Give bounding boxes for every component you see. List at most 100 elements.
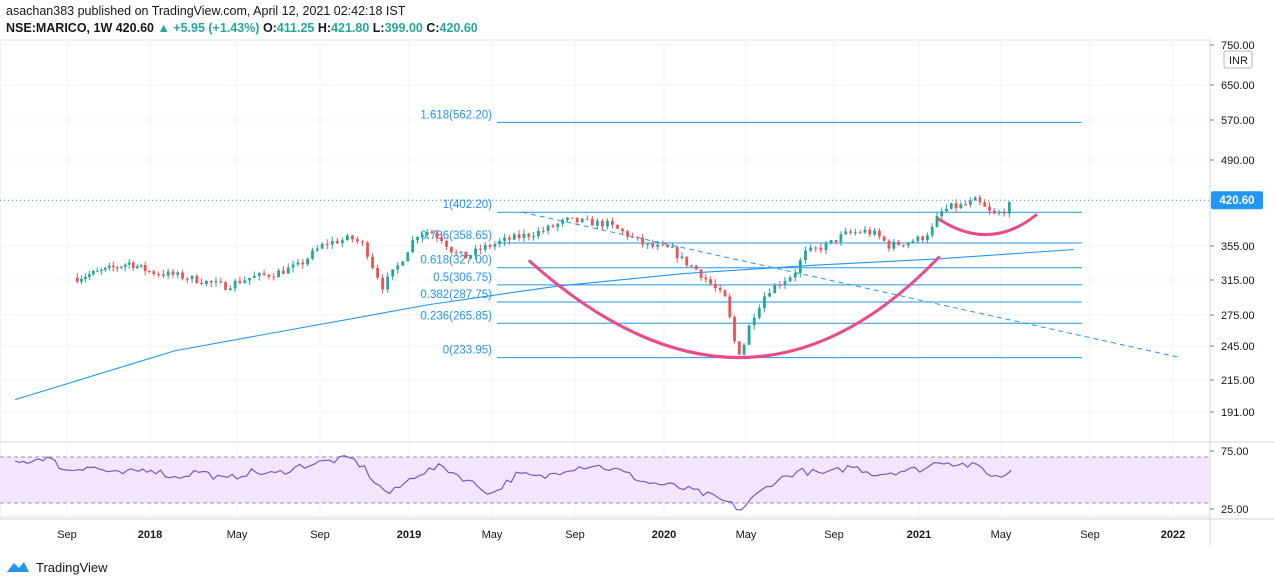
candle-body [454,252,458,254]
fib-level-label: 0.618(327.00) [420,255,492,267]
candle-body [600,220,604,227]
candle-body [718,287,722,291]
candle-body [171,271,175,275]
price-axis-label: 570.00 [1221,115,1255,127]
candle-body [224,282,227,290]
candle-body [435,233,439,238]
rsi-axis-label: 25.00 [1221,504,1249,516]
tradingview-footer[interactable]: TradingView [6,557,108,577]
ohlc-close-label: C: [426,21,440,35]
candle-body [714,283,717,288]
candle-body [91,270,95,275]
candle-body [616,224,619,229]
candle-body [858,232,862,234]
candle-body [311,250,314,259]
candle-body [747,325,751,345]
candle-body [340,240,344,244]
candle-body [282,270,285,274]
time-axis-label: 2019 [397,529,421,541]
candle-body [143,264,147,271]
candle-body [566,217,569,220]
candle-body [131,262,135,268]
candle-body [366,242,369,257]
candle-body [376,267,379,278]
candle-body [296,262,300,265]
candle-body [793,273,797,278]
fib-level-label: 0.5(306.75) [433,272,492,284]
candle-body [190,275,194,280]
candle-body [570,217,574,219]
candle-body [819,247,823,251]
time-axis-label: 2022 [1161,529,1185,541]
ohlc-low-value: 399.00 [384,21,423,35]
candle-body [783,281,787,286]
candle-body [580,218,584,223]
candle-body [585,218,589,220]
candle-body [935,216,939,227]
candle-body [238,280,242,284]
rsi-line[interactable] [14,455,1012,511]
candle-body [959,204,963,209]
candle-body [361,241,364,243]
candle-body [636,236,640,238]
candle-body [527,233,531,237]
time-axis-label: May [991,529,1012,541]
candle-body [661,244,665,246]
candle-body [79,278,83,282]
candle-body [425,232,429,235]
candle-body [699,269,703,278]
candle-body [135,266,139,268]
candle-body [286,267,290,274]
candle-body [969,200,972,205]
candle-body [737,341,741,355]
candle-body [262,273,266,275]
price-axis-label: 275.00 [1221,310,1255,322]
candle-body [906,242,910,246]
candle-body [656,244,660,247]
price-axis-label: 490.00 [1221,155,1255,167]
candle-body [257,273,261,276]
cup-arc[interactable] [528,255,941,359]
candle-body [459,251,463,253]
candle-body [243,280,247,284]
candle-body [1007,202,1011,214]
dashed-trendline[interactable] [522,211,1181,359]
time-axis-label: Sep [565,529,585,541]
candle-body [849,231,852,233]
candle-body [752,317,756,326]
candle-body [621,228,624,232]
candle-body [561,219,565,224]
candle-body [406,252,410,262]
candle-body [185,278,189,280]
candle-body [214,281,218,283]
moving-average-line [14,248,1074,401]
candle-body [788,277,792,282]
candle-body [272,276,276,278]
candle-body [541,230,545,232]
candle-body [119,266,123,268]
candle-body [829,240,833,244]
candle-body [416,237,419,241]
candle-body [671,246,674,248]
candle-body [675,246,679,259]
candle-body [916,236,920,242]
currency-badge[interactable] [1223,50,1253,69]
candle-body [176,272,180,275]
candle-body [954,203,958,209]
candle-body [351,235,354,240]
candle-body [964,204,968,206]
candle-body [773,284,777,294]
candle-body [882,236,886,241]
candle-body [152,271,156,275]
candle-body [99,269,103,271]
candle-body [233,280,237,289]
candle-body [498,240,502,244]
candle-body [111,265,115,268]
candle-body [945,208,948,212]
fib-level-label: 0(233.95) [443,345,492,357]
symbol-line: NSE:MARICO, 1W 420.60 ▲ +5.95 (+1.43%) O… [6,20,478,37]
candle-body [834,240,838,242]
candle-body [853,232,857,234]
handle-arc[interactable] [937,213,1038,237]
